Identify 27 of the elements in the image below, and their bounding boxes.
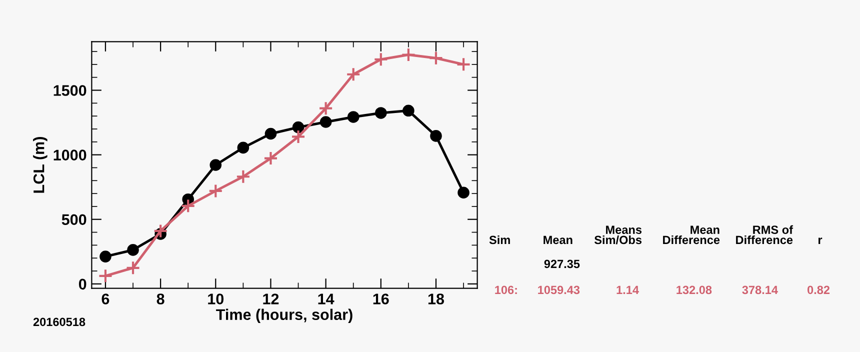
x-tick-label: 6 [102,294,110,304]
y-tick-label: 500 [62,214,86,226]
y-tick-label: 0 [78,278,86,290]
text: 0.82 [807,286,830,294]
x-tick-label: 12 [263,294,279,304]
y-tick-label: 1000 [54,150,86,160]
x-tick-label: 18 [428,294,444,304]
text: Mean Difference [663,226,720,244]
x-tick-label: 14 [318,294,334,304]
text: 106: [495,286,517,294]
text: RMS of Difference [736,225,794,244]
x-tick-label: 10 [208,294,224,304]
text: 927.35 [544,260,580,268]
x-axis-title: Time (hours, solar) [216,308,352,324]
x-tick-label: 8 [156,294,164,304]
text: Mean [544,236,572,244]
y-tick-label: 1500 [54,85,86,96]
text: r [818,238,822,244]
text: 1059.43 [538,286,580,294]
text: Means Sim/Obs [594,226,642,244]
text: 132.08 [676,286,712,294]
x-tick-label: 16 [373,294,389,304]
text: Sim [489,235,510,244]
y-axis-title: LCL (m) [33,137,48,193]
text: 378.14 [742,286,778,294]
text: 1.14 [616,286,639,294]
text: 20160518 [33,318,86,326]
